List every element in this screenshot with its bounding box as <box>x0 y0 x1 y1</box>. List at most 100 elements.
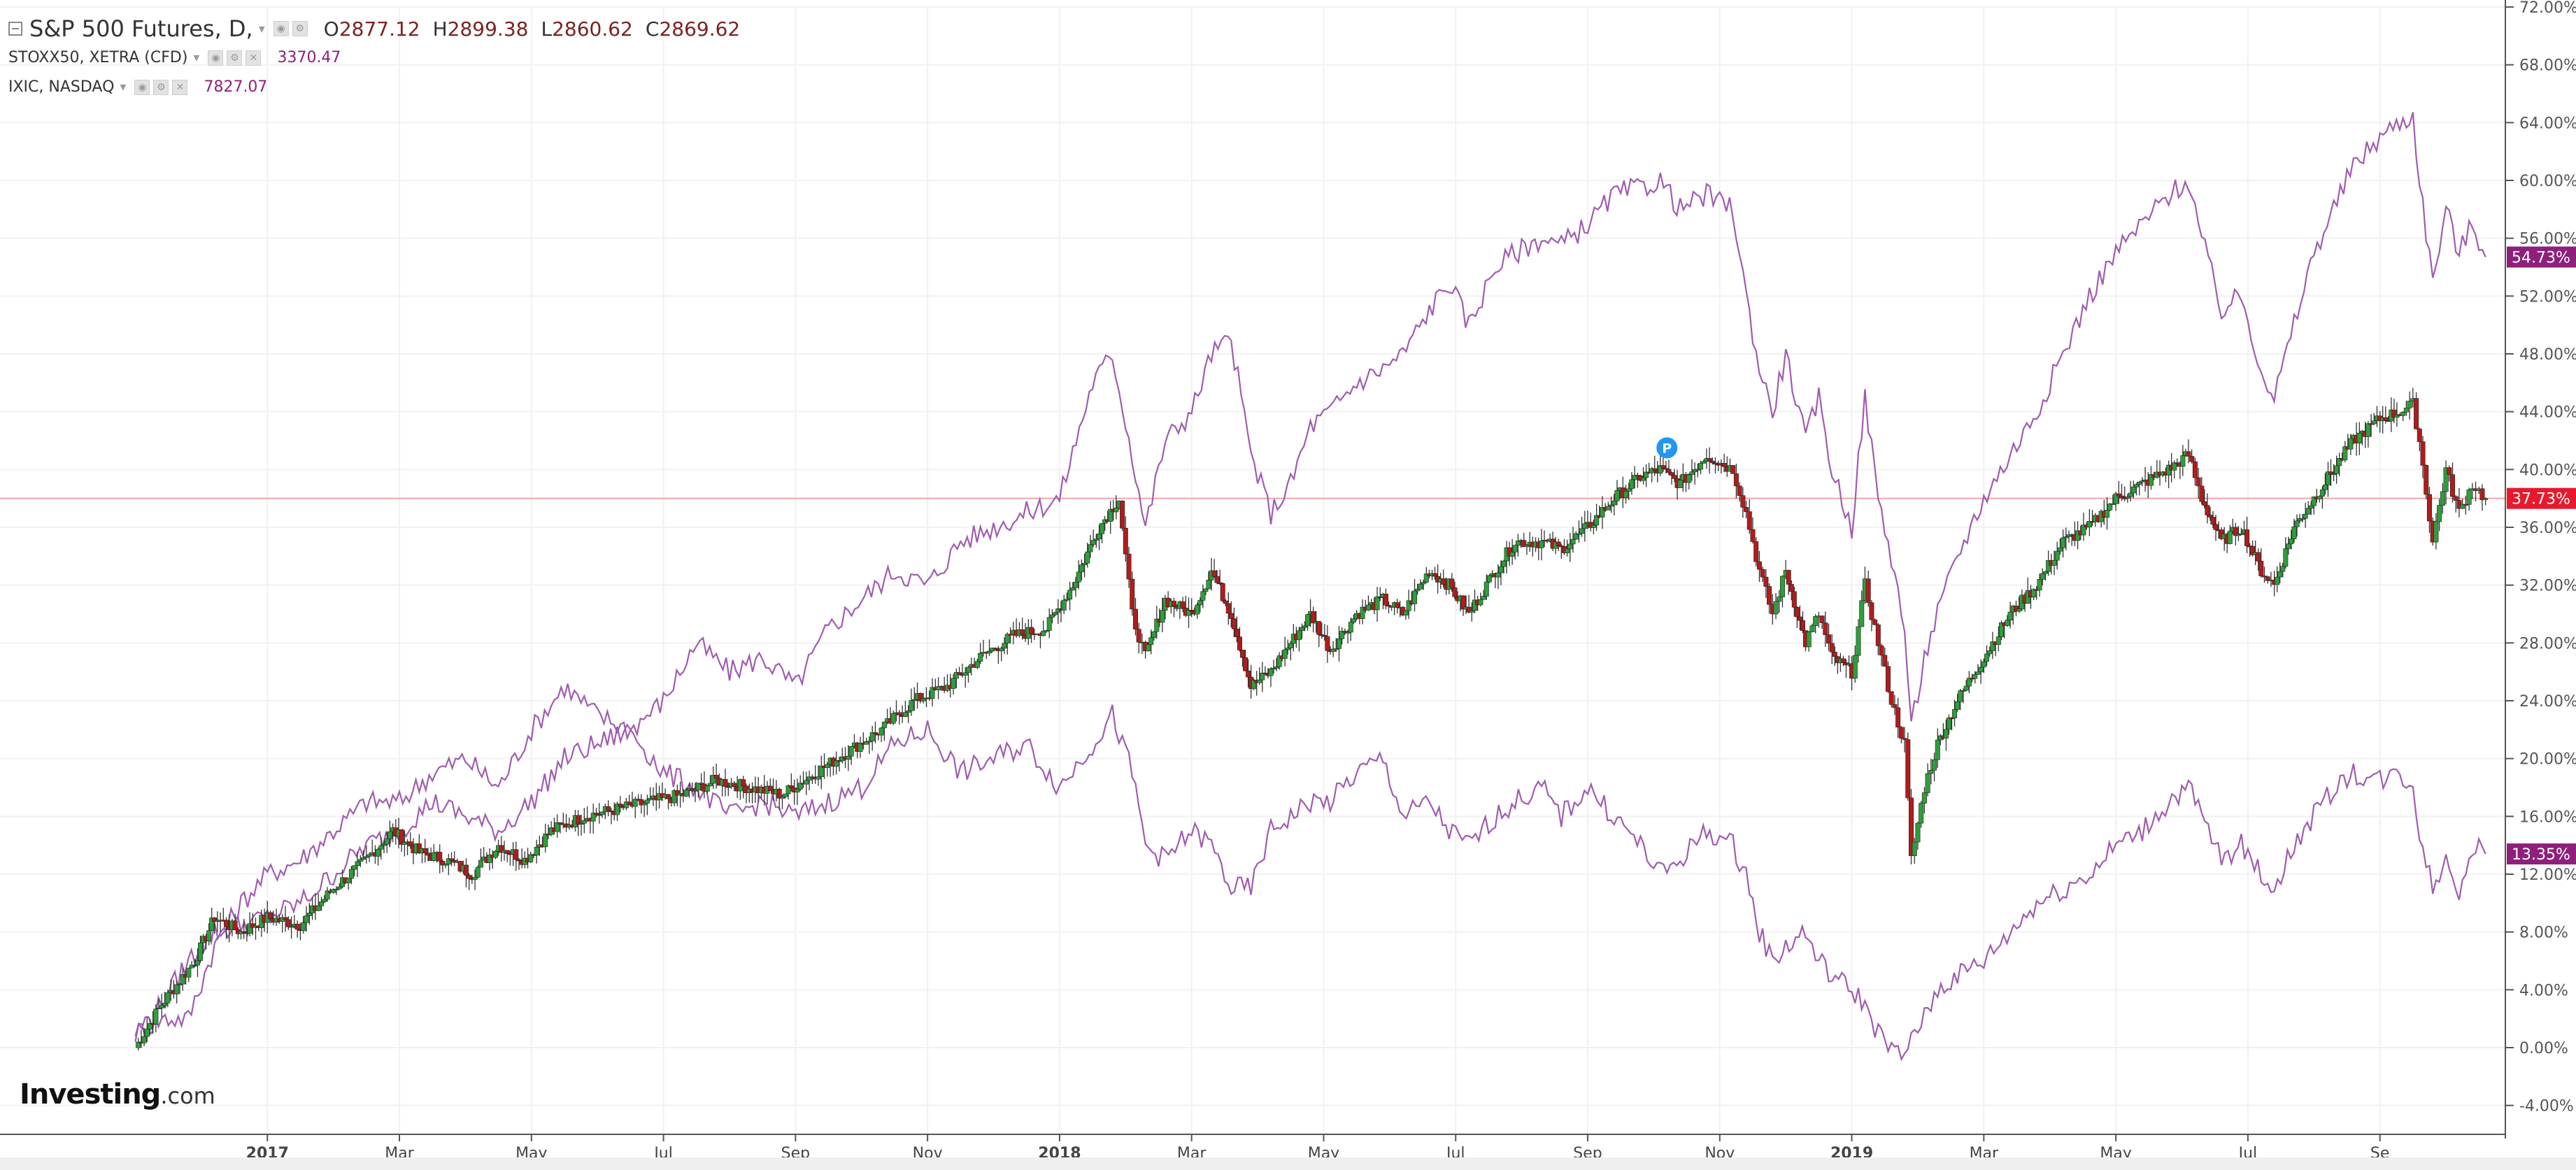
candle-body <box>2294 520 2300 527</box>
eye-icon[interactable]: ◉ <box>208 50 224 66</box>
candle-body <box>1773 601 1779 615</box>
candle-body <box>1856 626 1861 656</box>
candle-body <box>1573 533 1579 540</box>
candle-body <box>1070 587 1076 591</box>
candle-body <box>348 869 354 879</box>
candle-body <box>475 866 481 878</box>
candle-body <box>2075 530 2081 541</box>
candle-body <box>1130 578 1135 610</box>
candle-body <box>1044 630 1049 632</box>
candle-body <box>1813 616 1819 627</box>
settings-icon[interactable]: ⚙ <box>227 50 243 66</box>
candle-body <box>906 711 911 713</box>
candle-body <box>816 776 821 780</box>
candle-body <box>1082 562 1088 566</box>
close-icon[interactable]: ✕ <box>245 50 262 66</box>
candle-body <box>555 822 560 832</box>
eye-icon[interactable]: ◉ <box>134 79 150 95</box>
candle-body <box>1073 581 1079 588</box>
candle-body <box>1740 495 1746 508</box>
chevron-down-icon[interactable]: ▾ <box>193 50 200 65</box>
candle-body <box>1565 548 1570 553</box>
candle-body <box>1512 545 1518 552</box>
candle-body <box>543 834 548 848</box>
time-scrollbar[interactable] <box>0 1157 2576 1170</box>
candle-body <box>147 1023 152 1029</box>
candle-body <box>2051 559 2057 566</box>
candle-body <box>1223 600 1228 604</box>
candle-body <box>516 859 522 862</box>
candle-body <box>1666 469 1672 473</box>
candle-body <box>2283 548 2289 566</box>
candle-body <box>1972 674 1978 679</box>
candle-body <box>1794 607 1800 618</box>
candle-body <box>334 888 339 891</box>
low-label: L <box>541 17 553 41</box>
candle-body <box>1002 643 1007 649</box>
y-tick-label: 4.00% <box>2519 982 2568 999</box>
collapse-icon[interactable] <box>8 22 22 36</box>
candle-body <box>2210 517 2216 525</box>
candle-body <box>2326 471 2331 485</box>
candle-body <box>1061 599 1067 611</box>
candle-body <box>2391 409 2397 418</box>
candle-body <box>1605 506 1611 511</box>
candle-body <box>2308 505 2314 509</box>
candle-body <box>2107 504 2113 511</box>
candle-body <box>1160 610 1165 623</box>
candle-body <box>1351 618 1356 622</box>
candle-body <box>376 848 381 857</box>
candle-body <box>1777 597 1782 602</box>
candle-body <box>2368 423 2374 425</box>
candle-body <box>2483 498 2489 500</box>
candle-body <box>674 790 680 796</box>
settings-icon[interactable]: ⚙ <box>153 79 169 95</box>
candle-body <box>858 743 863 752</box>
candle-body <box>1452 587 1458 597</box>
candle-body <box>615 804 620 815</box>
candle-body <box>776 789 782 799</box>
chevron-down-icon[interactable]: ▾ <box>120 80 127 94</box>
candle-body <box>632 799 638 807</box>
candle-body <box>1415 588 1421 592</box>
candle-body <box>1898 727 1904 739</box>
eye-icon[interactable]: ◉ <box>273 21 289 36</box>
candle-body <box>1707 458 1712 462</box>
candle-body <box>1186 610 1191 616</box>
candle-body <box>1268 668 1274 676</box>
settings-icon[interactable]: ⚙ <box>292 21 308 36</box>
y-tick-label: 28.00% <box>2519 635 2576 652</box>
close-icon[interactable]: ✕ <box>172 79 188 95</box>
candle-body <box>1132 608 1138 629</box>
candle-body <box>268 912 273 919</box>
candle-body <box>1832 652 1837 657</box>
candle-body <box>1029 627 1034 634</box>
candle-body <box>1240 650 1246 658</box>
candle-body <box>2277 571 2283 578</box>
candle-body <box>974 661 980 668</box>
candle-body <box>1999 622 2005 637</box>
candle-body <box>194 960 200 966</box>
candle-body <box>593 813 599 815</box>
y-tick-label: 60.00% <box>2519 173 2576 190</box>
candle-body <box>528 854 534 862</box>
candle-body <box>1501 560 1507 567</box>
candle-body <box>1806 632 1812 648</box>
candle-body <box>741 779 746 787</box>
candle-body <box>1282 649 1288 659</box>
candle-body <box>1652 468 1658 471</box>
candle-body <box>206 930 212 941</box>
candle-body <box>2180 455 2186 467</box>
candle-body <box>1418 583 1423 590</box>
candle-body <box>2300 518 2305 520</box>
candle-body <box>1180 601 1186 608</box>
last-value-badge <box>2507 246 2576 268</box>
candle-body <box>378 845 384 850</box>
candle-body <box>1483 581 1489 597</box>
candle-body <box>962 672 968 676</box>
candle-body <box>1879 645 1884 656</box>
candle-body <box>2414 398 2419 429</box>
event-marker-icon[interactable] <box>1656 437 1678 459</box>
chevron-down-icon[interactable]: ▾ <box>258 21 265 36</box>
